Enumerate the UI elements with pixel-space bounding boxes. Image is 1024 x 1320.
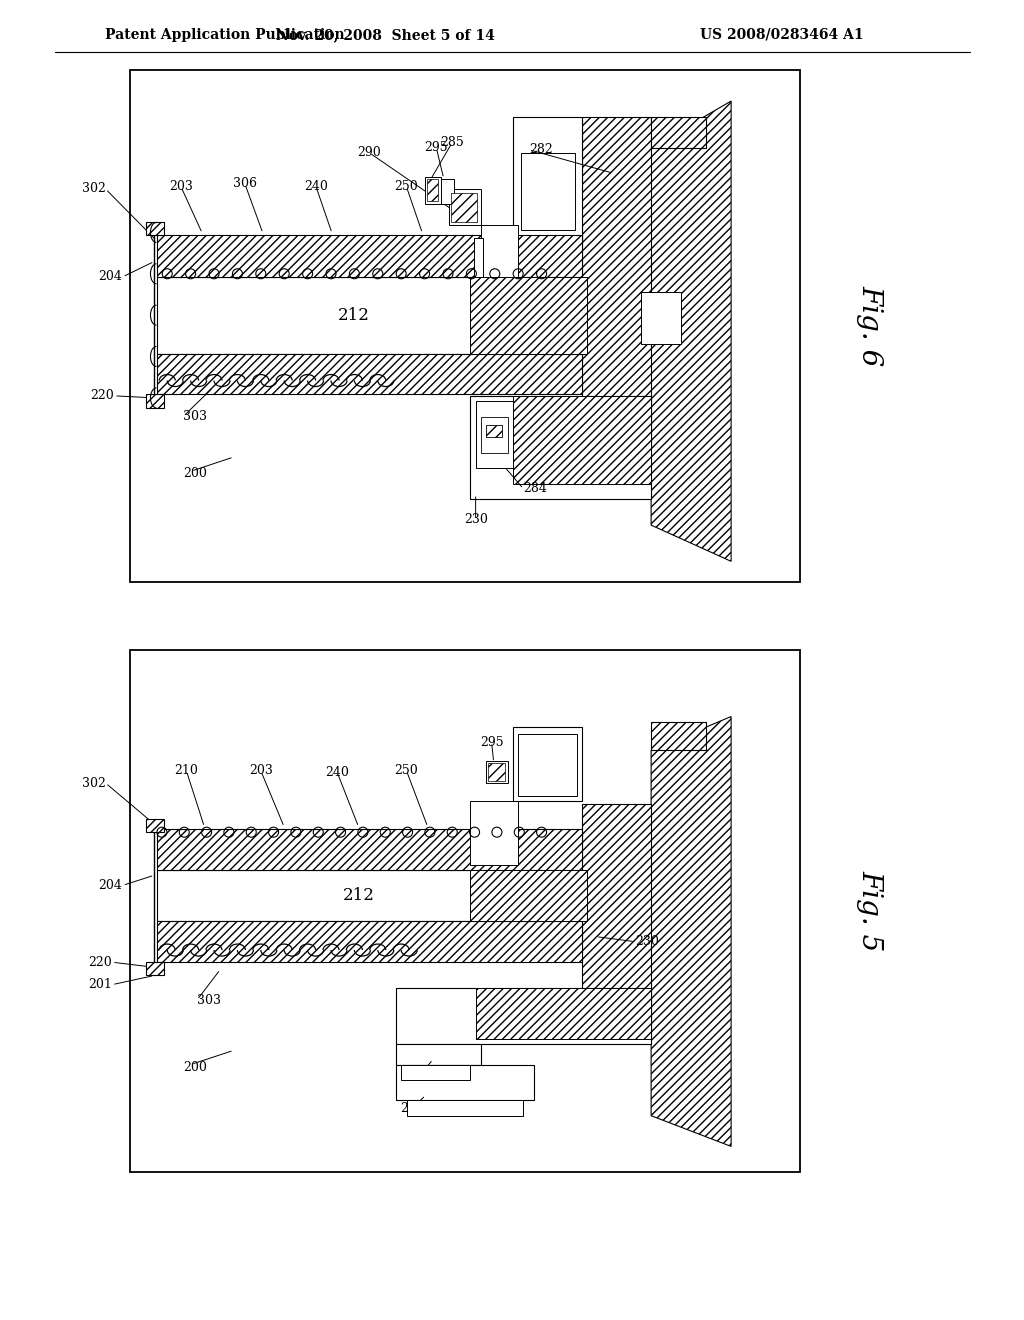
Bar: [438, 178, 455, 205]
Text: 282: 282: [528, 143, 553, 156]
Text: 201: 201: [88, 978, 112, 991]
Text: 302: 302: [82, 776, 105, 789]
Text: 284: 284: [523, 482, 548, 495]
Text: 295: 295: [480, 735, 504, 748]
Text: 240: 240: [304, 181, 328, 194]
Bar: [427, 178, 438, 202]
Bar: [481, 226, 518, 282]
Text: 212: 212: [337, 308, 370, 325]
Bar: [157, 870, 582, 921]
Text: 212: 212: [343, 887, 375, 904]
Bar: [396, 1064, 535, 1101]
Bar: [475, 401, 513, 469]
Polygon shape: [146, 818, 165, 832]
Text: 230: 230: [464, 513, 487, 527]
Text: 303: 303: [183, 411, 207, 422]
Bar: [401, 1064, 470, 1080]
Polygon shape: [146, 222, 165, 235]
Text: 200: 200: [183, 1061, 207, 1074]
Text: 250: 250: [394, 764, 419, 777]
Text: 200: 200: [183, 467, 207, 480]
Bar: [518, 734, 577, 796]
Bar: [407, 1101, 523, 1115]
Text: 230: 230: [635, 935, 659, 948]
Polygon shape: [651, 102, 731, 561]
Polygon shape: [146, 962, 165, 975]
Bar: [157, 277, 582, 355]
Text: 203: 203: [169, 181, 193, 194]
Bar: [470, 277, 588, 355]
Bar: [513, 396, 651, 483]
Bar: [582, 804, 651, 1039]
Text: Fig. 6: Fig. 6: [856, 285, 884, 367]
Bar: [475, 987, 651, 1039]
Text: 306: 306: [232, 177, 257, 190]
Bar: [157, 235, 582, 277]
Text: 295: 295: [425, 141, 449, 154]
Bar: [470, 801, 518, 865]
Bar: [521, 153, 574, 230]
Bar: [486, 760, 508, 783]
Bar: [130, 649, 800, 1172]
Bar: [452, 193, 477, 222]
Text: 210: 210: [174, 764, 199, 777]
Text: 220: 220: [88, 956, 112, 969]
Text: 240: 240: [326, 767, 349, 779]
Text: 202: 202: [411, 1065, 434, 1078]
Text: 204: 204: [98, 271, 123, 284]
Bar: [513, 116, 582, 240]
Text: Patent Application Publication: Patent Application Publication: [105, 28, 345, 42]
Bar: [473, 238, 483, 282]
Bar: [488, 763, 506, 781]
Text: 290: 290: [357, 147, 381, 160]
Bar: [157, 829, 582, 870]
Text: 204: 204: [98, 879, 123, 892]
Text: 203: 203: [249, 764, 272, 777]
Text: 206: 206: [400, 1102, 424, 1115]
Bar: [513, 727, 582, 801]
Bar: [130, 70, 800, 582]
Text: US 2008/0283464 A1: US 2008/0283464 A1: [700, 28, 863, 42]
Bar: [486, 425, 502, 437]
Bar: [396, 987, 651, 1044]
Polygon shape: [651, 116, 707, 148]
Polygon shape: [146, 393, 165, 408]
Bar: [481, 417, 508, 453]
Bar: [582, 116, 651, 447]
Text: 303: 303: [197, 994, 221, 1007]
Text: 220: 220: [90, 389, 114, 403]
Text: Fig. 5: Fig. 5: [856, 870, 884, 952]
Polygon shape: [641, 293, 681, 345]
Bar: [157, 355, 582, 393]
Text: 302: 302: [82, 182, 105, 195]
Bar: [450, 189, 481, 226]
Bar: [157, 921, 582, 962]
Polygon shape: [651, 722, 707, 750]
Text: 250: 250: [394, 181, 419, 194]
Bar: [470, 396, 651, 499]
Bar: [425, 177, 440, 205]
Text: Nov. 20, 2008  Sheet 5 of 14: Nov. 20, 2008 Sheet 5 of 14: [275, 28, 495, 42]
Bar: [470, 870, 588, 921]
Text: 285: 285: [440, 136, 464, 149]
Bar: [396, 1044, 481, 1064]
Polygon shape: [651, 717, 731, 1146]
